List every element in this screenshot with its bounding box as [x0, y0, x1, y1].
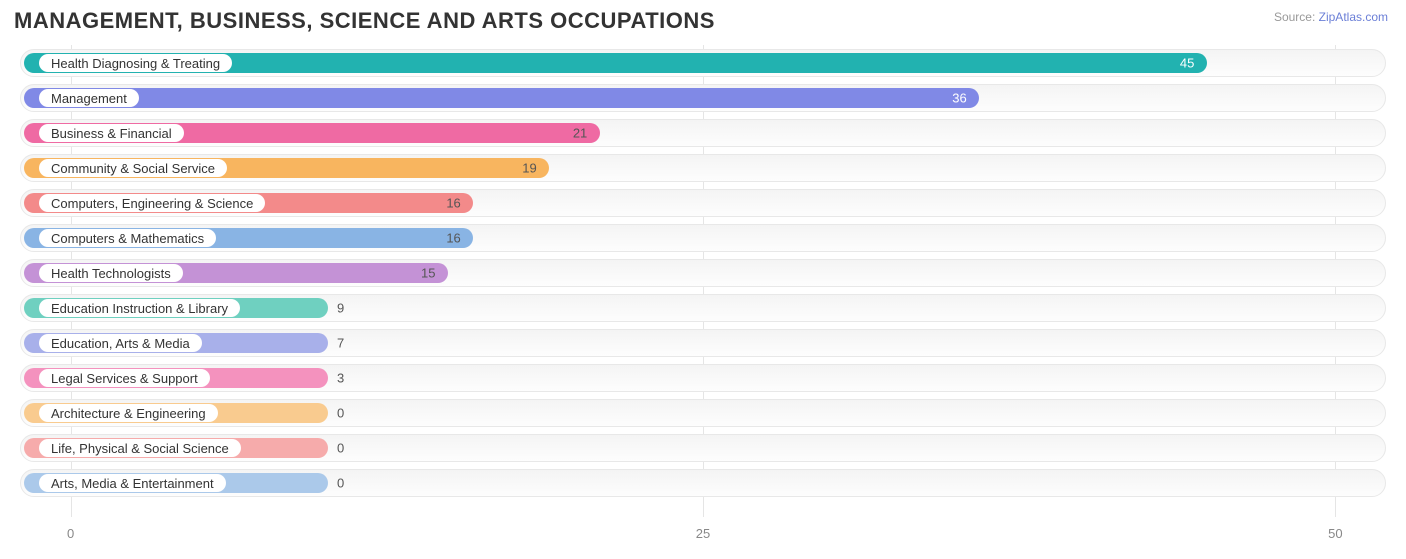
bar-value: 0 [337, 441, 344, 456]
bar-label: Life, Physical & Social Science [39, 439, 241, 457]
bar-track: Arts, Media & Entertainment 0 [20, 469, 1386, 497]
bar-value: 16 [446, 231, 460, 246]
bar-value: 19 [522, 161, 536, 176]
bar-track: Health Technologists 15 [20, 259, 1386, 287]
bar-value: 21 [573, 126, 587, 141]
bar-label: Education, Arts & Media [39, 334, 202, 352]
source-attribution: Source: ZipAtlas.com [1274, 10, 1388, 24]
bar-value: 16 [446, 196, 460, 211]
bar-value: 45 [1180, 56, 1194, 71]
bar-track: Education, Arts & Media 7 [20, 329, 1386, 357]
bar-label: Architecture & Engineering [39, 404, 218, 422]
bar-value: 3 [337, 371, 344, 386]
bar-track: Life, Physical & Social Science 0 [20, 434, 1386, 462]
bar-label: Arts, Media & Entertainment [39, 474, 226, 492]
bar-value: 7 [337, 336, 344, 351]
source-link[interactable]: ZipAtlas.com [1319, 10, 1388, 24]
bar-label: Computers & Mathematics [39, 229, 216, 247]
bar-track: Legal Services & Support 3 [20, 364, 1386, 392]
bar-track: Business & Financial 21 [20, 119, 1386, 147]
bar-fill [24, 88, 979, 108]
x-tick-label: 25 [696, 526, 710, 541]
chart-title: MANAGEMENT, BUSINESS, SCIENCE AND ARTS O… [14, 8, 715, 34]
bar-track: Education Instruction & Library 9 [20, 294, 1386, 322]
bar-label: Education Instruction & Library [39, 299, 240, 317]
bar-label: Legal Services & Support [39, 369, 210, 387]
chart-area: Health Diagnosing & Treating 45 Management… [20, 45, 1386, 541]
bar-track: Architecture & Engineering 0 [20, 399, 1386, 427]
bar-label: Management [39, 89, 139, 107]
bar-label: Health Diagnosing & Treating [39, 54, 232, 72]
plot-region: Health Diagnosing & Treating 45 Management… [20, 45, 1386, 517]
bar-label: Computers, Engineering & Science [39, 194, 265, 212]
bar-value: 0 [337, 476, 344, 491]
bar-label: Health Technologists [39, 264, 183, 282]
bar-track: Computers, Engineering & Science 16 [20, 189, 1386, 217]
bar-track: Computers & Mathematics 16 [20, 224, 1386, 252]
bar-value: 9 [337, 301, 344, 316]
bar-track: Management 36 [20, 84, 1386, 112]
source-prefix: Source: [1274, 10, 1319, 24]
bar-label: Community & Social Service [39, 159, 227, 177]
bar-value: 15 [421, 266, 435, 281]
bar-value: 36 [952, 91, 966, 106]
bar-label: Business & Financial [39, 124, 184, 142]
bar-track: Community & Social Service 19 [20, 154, 1386, 182]
x-tick-label: 0 [67, 526, 74, 541]
bar-value: 0 [337, 406, 344, 421]
bar-track: Health Diagnosing & Treating 45 [20, 49, 1386, 77]
x-tick-label: 50 [1328, 526, 1342, 541]
